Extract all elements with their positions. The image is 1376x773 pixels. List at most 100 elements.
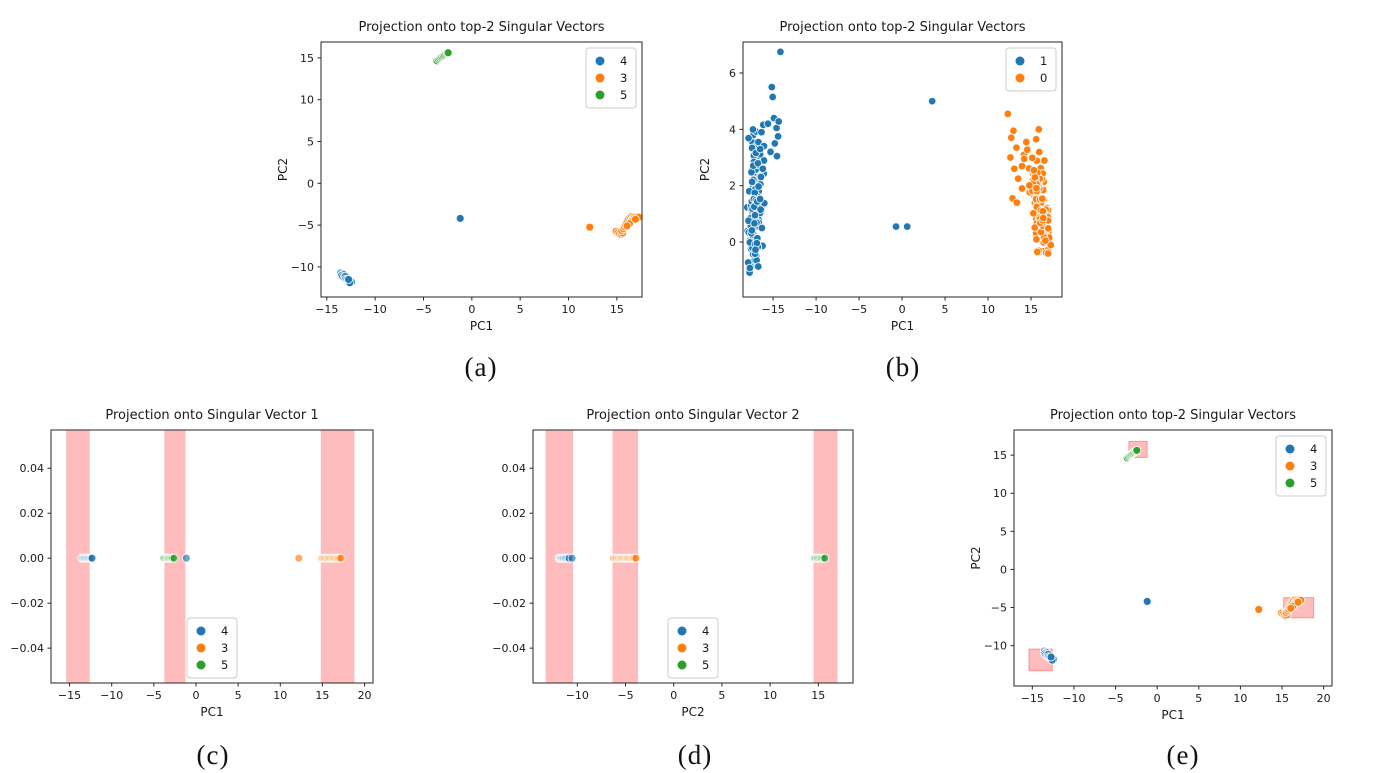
- svg-text:PC2: PC2: [276, 158, 290, 181]
- svg-text:10: 10: [562, 303, 576, 316]
- svg-text:PC1: PC1: [1161, 708, 1184, 722]
- svg-text:PC1: PC1: [470, 319, 493, 333]
- svg-text:−10: −10: [804, 303, 827, 316]
- svg-text:0: 0: [192, 689, 199, 702]
- svg-text:10: 10: [993, 487, 1007, 500]
- svg-text:Projection onto Singular Vecto: Projection onto Singular Vector 2: [586, 408, 799, 423]
- subplot-a-caption: (a): [464, 352, 498, 382]
- svg-text:10: 10: [273, 689, 287, 702]
- svg-text:Projection onto top-2 Singular: Projection onto top-2 Singular Vectors: [358, 20, 604, 35]
- svg-text:PC2: PC2: [681, 705, 704, 719]
- svg-text:PC2: PC2: [969, 546, 983, 569]
- svg-text:3: 3: [702, 641, 709, 655]
- svg-text:10: 10: [981, 303, 995, 316]
- svg-text:5: 5: [307, 135, 314, 148]
- svg-text:10: 10: [300, 94, 314, 107]
- svg-text:−5: −5: [1107, 692, 1123, 705]
- svg-text:15: 15: [1275, 692, 1289, 705]
- svg-text:15: 15: [610, 303, 624, 316]
- svg-text:−10: −10: [984, 640, 1007, 653]
- subplot-a-chart: −15 −10 −5 0 5 10 15 −10 −5 0 5 10 15 Projection onto…: [276, 20, 644, 333]
- svg-text:PC1: PC1: [891, 319, 914, 333]
- svg-text:0: 0: [729, 236, 736, 249]
- svg-text:15: 15: [993, 449, 1007, 462]
- svg-text:PC2: PC2: [698, 158, 712, 181]
- svg-text:−10: −10: [364, 303, 387, 316]
- svg-text:0: 0: [1000, 563, 1007, 576]
- svg-text:0: 0: [468, 303, 475, 316]
- svg-text:4: 4: [702, 624, 709, 638]
- svg-text:Projection onto top-2 Singular: Projection onto top-2 Singular Vectors: [1050, 408, 1296, 423]
- svg-text:4: 4: [729, 123, 736, 136]
- subplot-e-caption: (e): [1166, 740, 1200, 770]
- svg-text:−10: −10: [291, 261, 314, 274]
- subplot-c-caption: (c): [196, 740, 230, 770]
- svg-text:0.02: 0.02: [20, 507, 45, 520]
- svg-text:5: 5: [702, 658, 709, 672]
- svg-text:1: 1: [1040, 54, 1047, 68]
- subplot-d-caption: (d): [677, 740, 713, 770]
- svg-text:5: 5: [942, 303, 949, 316]
- svg-text:−5: −5: [991, 602, 1007, 615]
- svg-text:4: 4: [620, 54, 627, 68]
- svg-text:−5: −5: [146, 689, 162, 702]
- svg-text:15: 15: [300, 52, 314, 65]
- svg-text:−15: −15: [315, 303, 338, 316]
- svg-text:−15: −15: [761, 303, 784, 316]
- svg-text:0.00: 0.00: [20, 552, 45, 565]
- svg-text:0: 0: [899, 303, 906, 316]
- svg-text:5: 5: [221, 658, 228, 672]
- svg-text:−0.02: −0.02: [492, 597, 526, 610]
- svg-text:5: 5: [718, 689, 725, 702]
- svg-text:−10: −10: [100, 689, 123, 702]
- svg-text:PC1: PC1: [200, 705, 223, 719]
- svg-text:15: 15: [315, 689, 329, 702]
- svg-text:20: 20: [1317, 692, 1331, 705]
- svg-text:3: 3: [1310, 459, 1317, 473]
- svg-text:−5: −5: [617, 689, 633, 702]
- svg-text:0: 0: [1040, 71, 1047, 85]
- svg-text:10: 10: [763, 689, 777, 702]
- svg-text:Projection onto Singular Vecto: Projection onto Singular Vector 1: [105, 408, 318, 423]
- svg-text:0: 0: [1154, 692, 1161, 705]
- svg-text:−10: −10: [1062, 692, 1085, 705]
- svg-text:3: 3: [620, 71, 627, 85]
- svg-text:0.02: 0.02: [502, 507, 527, 520]
- svg-text:−15: −15: [1021, 692, 1044, 705]
- svg-text:0: 0: [670, 689, 677, 702]
- svg-text:20: 20: [358, 689, 372, 702]
- svg-text:−0.02: −0.02: [10, 597, 44, 610]
- svg-text:5: 5: [235, 689, 242, 702]
- svg-text:−5: −5: [298, 219, 314, 232]
- svg-text:4: 4: [1310, 442, 1317, 456]
- svg-text:−5: −5: [851, 303, 867, 316]
- subplot-d-chart: −10 −5 0 5 10 15 0.04 0.02 0.00 −0.02 −0.04 Project…: [492, 408, 854, 719]
- svg-text:10: 10: [1233, 692, 1247, 705]
- svg-text:15: 15: [811, 689, 825, 702]
- svg-text:5: 5: [1310, 476, 1317, 490]
- svg-text:0.04: 0.04: [20, 462, 45, 475]
- svg-text:5: 5: [620, 88, 627, 102]
- svg-text:3: 3: [221, 641, 228, 655]
- svg-text:0: 0: [307, 177, 314, 190]
- svg-text:−0.04: −0.04: [492, 642, 526, 655]
- svg-text:−0.04: −0.04: [10, 642, 44, 655]
- svg-text:Projection onto top-2 Singular: Projection onto top-2 Singular Vectors: [779, 20, 1025, 35]
- subplot-b-caption: (b): [885, 352, 921, 382]
- svg-text:15: 15: [1024, 303, 1038, 316]
- svg-text:5: 5: [1000, 525, 1007, 538]
- svg-text:2: 2: [729, 180, 736, 193]
- svg-text:5: 5: [517, 303, 524, 316]
- svg-text:5: 5: [1195, 692, 1202, 705]
- svg-text:4: 4: [221, 624, 228, 638]
- svg-text:−15: −15: [58, 689, 81, 702]
- svg-text:−5: −5: [415, 303, 431, 316]
- subplot-e-chart: −15 −10 −5 0 5 10 15 20 −10 −5 0 5 10 15 Projection on…: [969, 408, 1333, 722]
- svg-text:−10: −10: [566, 689, 589, 702]
- subplot-c-chart: −15 −10 −5 0 5 10 15 20 0.04 0.02 0.00 −0.02 −0.04 Pr…: [10, 408, 374, 719]
- svg-text:0.00: 0.00: [502, 552, 527, 565]
- svg-text:6: 6: [729, 67, 736, 80]
- svg-text:0.04: 0.04: [502, 462, 527, 475]
